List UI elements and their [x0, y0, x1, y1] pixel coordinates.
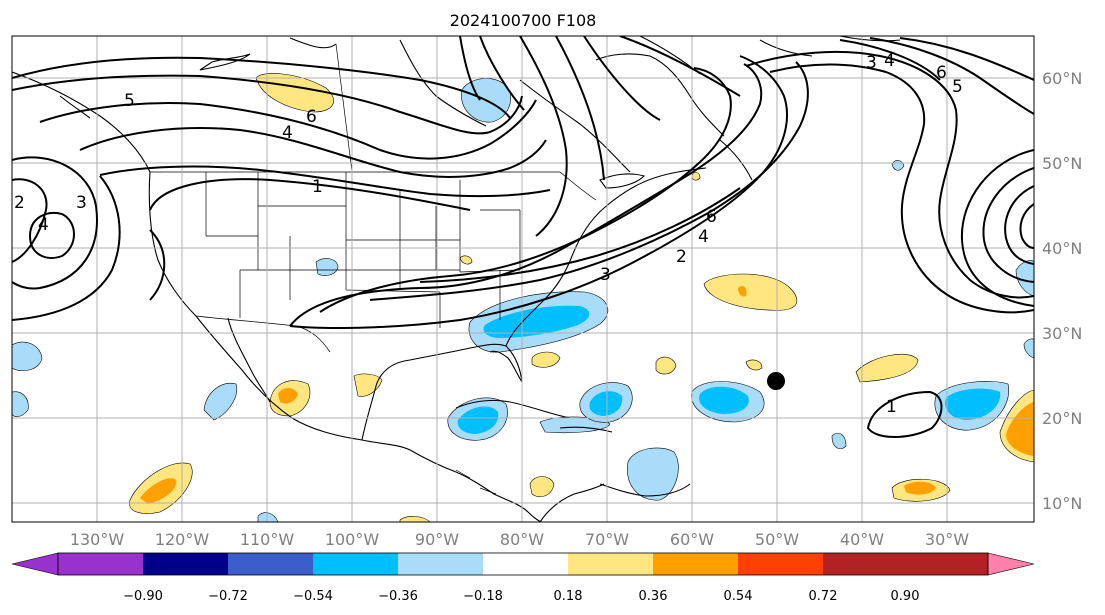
colorbar-segment: [823, 553, 905, 575]
lon-label: 30°W: [925, 530, 969, 549]
contour-label: 2: [14, 193, 25, 213]
lon-label: 100°W: [325, 530, 380, 549]
graticule: [12, 36, 1034, 522]
latitude-labels: 60°N 50°N 40°N 30°N 20°N 10°N: [1042, 69, 1082, 513]
contour-label: 4: [698, 227, 709, 247]
colorbar-tick-label: 0.90: [891, 589, 920, 604]
colorbar-tick-label: −0.18: [463, 589, 503, 604]
colorbar-segment: [58, 553, 143, 575]
colorbar-tick-label: 0.36: [639, 589, 668, 604]
colorbar-segment: [568, 553, 653, 575]
map-frame: [11, 35, 1035, 523]
colorbar-tick-label: −0.36: [378, 589, 418, 604]
contour-label: 4: [282, 123, 293, 143]
contour-label: 6: [936, 63, 947, 83]
lat-label: 40°N: [1042, 239, 1082, 258]
colorbar-segment: [738, 553, 823, 575]
colorbar-segment: [143, 553, 228, 575]
colorbar-segment: [483, 553, 568, 575]
colorbar-tick-label: 0.18: [554, 589, 583, 604]
contour-label: 5: [952, 77, 963, 97]
colorbar-tick-label: 0.54: [724, 589, 753, 604]
colorbar: −0.90 −0.72 −0.54 −0.36 −0.18 0.18 0.36 …: [11, 552, 1035, 604]
contour-label: 1: [886, 397, 897, 417]
colorbar-segment: [905, 553, 988, 575]
colorbar-tick-label: −0.72: [208, 589, 248, 604]
colorbar-tick-label: −0.54: [293, 589, 333, 604]
colorbar-segment: [313, 553, 398, 575]
contour-label: 3: [76, 193, 87, 213]
contour-label: 6: [706, 207, 717, 227]
colorbar-segment: [228, 553, 313, 575]
contour-label: 3: [600, 265, 611, 285]
map-content: [12, 36, 1034, 522]
colorbar-arrow-left: [11, 552, 59, 576]
contour-label: 3: [866, 53, 877, 73]
lat-label: 30°N: [1042, 324, 1082, 343]
contour-label: 2: [676, 247, 687, 267]
figure-title: 2024100700 F108: [450, 11, 597, 30]
contour-label: 4: [884, 51, 895, 71]
lon-label: 120°W: [155, 530, 210, 549]
lat-label: 20°N: [1042, 409, 1082, 428]
contour-label: 1: [312, 177, 323, 197]
lon-label: 40°W: [840, 530, 884, 549]
longitude-labels: 130°W 120°W 110°W 100°W 90°W 80°W 70°W 6…: [70, 530, 969, 549]
contour-label: 5: [124, 91, 135, 111]
contour-label: 6: [306, 107, 317, 127]
colorbar-arrow-right: [987, 552, 1035, 576]
storm-center-marker: [767, 372, 785, 390]
lon-label: 110°W: [240, 530, 295, 549]
colorbar-frame: [57, 552, 989, 576]
lon-label: 70°W: [585, 530, 629, 549]
height-contours: [12, 36, 1034, 438]
lat-label: 10°N: [1042, 494, 1082, 513]
colorbar-tick-label: 0.72: [809, 589, 838, 604]
lon-label: 60°W: [670, 530, 714, 549]
lon-label: 80°W: [500, 530, 544, 549]
contour-label: 4: [38, 215, 49, 235]
lat-label: 50°N: [1042, 154, 1082, 173]
lon-label: 50°W: [755, 530, 799, 549]
contour-labels: 5 4 6 1 2 4 3 3 2 4 6 3 4 6 5 1: [14, 51, 963, 417]
lon-label: 130°W: [70, 530, 125, 549]
lon-label: 90°W: [415, 530, 459, 549]
colorbar-tick-label: −0.90: [123, 589, 163, 604]
colorbar-segment: [398, 553, 483, 575]
lat-label: 60°N: [1042, 69, 1082, 88]
colorbar-segment: [653, 553, 738, 575]
